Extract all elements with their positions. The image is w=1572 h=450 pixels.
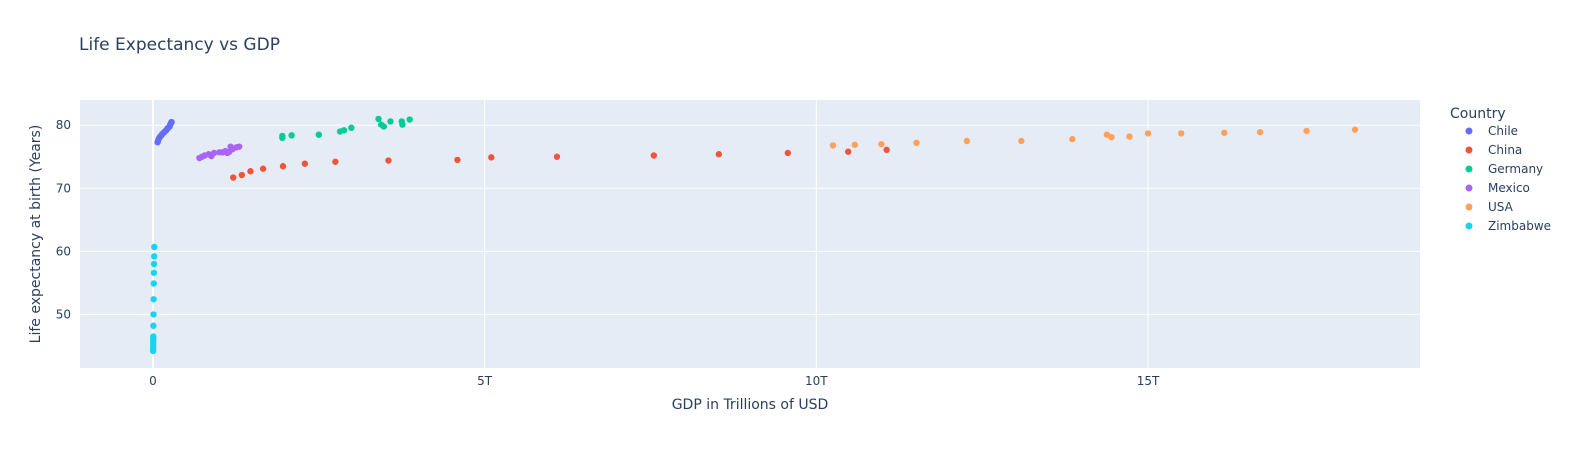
data-point-usa[interactable]: [1303, 127, 1310, 135]
data-point-china[interactable]: [650, 152, 658, 159]
data-point-usa[interactable]: [851, 141, 859, 148]
data-point-china[interactable]: [385, 157, 392, 164]
data-point-china[interactable]: [454, 156, 461, 164]
data-point-usa[interactable]: [1256, 128, 1264, 136]
legend-marker: [1465, 146, 1473, 154]
data-point-germany[interactable]: [340, 127, 348, 134]
legend-item-mexico[interactable]: Mexico: [1465, 181, 1530, 195]
data-point-mexico[interactable]: [236, 143, 243, 150]
legend-marker: [1465, 127, 1473, 135]
data-point-usa[interactable]: [963, 137, 971, 145]
legend-label: Zimbabwe: [1488, 219, 1551, 233]
data-point-zimbabwe[interactable]: [150, 260, 158, 268]
legend-label: China: [1488, 143, 1522, 157]
data-point-usa[interactable]: [1103, 131, 1111, 138]
legend-item-germany[interactable]: Germany: [1465, 162, 1544, 176]
chart-title: Life Expectancy vs GDP: [79, 35, 280, 55]
data-point-mexico[interactable]: [210, 149, 218, 157]
x-tick-label: 5T: [477, 374, 493, 388]
data-point-usa[interactable]: [1221, 129, 1228, 136]
data-point-china[interactable]: [553, 153, 561, 160]
series-china: [230, 146, 890, 181]
data-point-zimbabwe[interactable]: [150, 253, 158, 260]
data-point-china[interactable]: [247, 168, 254, 175]
data-point-zimbabwe[interactable]: [150, 296, 157, 303]
legend-title: Country: [1450, 106, 1506, 122]
y-tick-label: 80: [56, 118, 71, 132]
data-point-germany[interactable]: [387, 118, 394, 125]
data-point-china[interactable]: [784, 149, 792, 157]
data-point-china[interactable]: [230, 174, 237, 181]
data-point-germany[interactable]: [380, 123, 388, 130]
legend-marker: [1465, 184, 1473, 192]
x-tick-label: 15T: [1137, 374, 1160, 388]
legend-marker: [1465, 222, 1473, 230]
data-point-china[interactable]: [279, 163, 287, 170]
data-point-china[interactable]: [715, 151, 723, 158]
data-point-usa[interactable]: [1177, 130, 1185, 137]
legend-label: Germany: [1488, 162, 1543, 176]
legend-item-zimbabwe[interactable]: Zimbabwe: [1465, 219, 1552, 233]
legend-item-usa[interactable]: USA: [1465, 200, 1514, 214]
data-point-usa[interactable]: [1351, 126, 1359, 133]
data-point-germany[interactable]: [288, 132, 295, 139]
data-point-zimbabwe[interactable]: [150, 333, 157, 340]
data-point-zimbabwe[interactable]: [150, 322, 157, 329]
data-point-china[interactable]: [332, 158, 339, 165]
data-point-usa[interactable]: [1126, 133, 1133, 140]
data-point-chile[interactable]: [168, 118, 175, 126]
legend-item-chile[interactable]: Chile: [1465, 124, 1519, 138]
data-point-usa[interactable]: [1069, 135, 1076, 143]
data-points: [149, 115, 1359, 355]
gridlines: [80, 100, 1420, 368]
data-point-zimbabwe[interactable]: [150, 311, 157, 318]
data-point-china[interactable]: [301, 160, 309, 167]
data-point-germany[interactable]: [398, 118, 405, 125]
plot-area: [80, 100, 1420, 368]
data-point-china[interactable]: [488, 154, 495, 161]
y-axis-title: Life expectancy at birth (Years): [28, 125, 44, 344]
data-point-zimbabwe[interactable]: [150, 280, 157, 287]
data-point-usa[interactable]: [878, 140, 885, 148]
legend-label: Mexico: [1488, 181, 1530, 195]
data-point-zimbabwe[interactable]: [151, 243, 158, 251]
series-zimbabwe: [149, 243, 158, 355]
data-point-usa[interactable]: [829, 142, 837, 149]
series-mexico: [196, 143, 243, 162]
data-point-china[interactable]: [883, 146, 890, 154]
legend-items: Chile China Germany Mexico USA Zimbabwe: [1465, 124, 1552, 233]
series-usa: [829, 126, 1359, 149]
data-point-zimbabwe[interactable]: [150, 269, 158, 276]
data-point-germany[interactable]: [406, 116, 413, 123]
x-axis-ticks: 0 5T 10T 15T: [149, 374, 1160, 388]
data-point-germany[interactable]: [279, 132, 286, 140]
series-chile: [154, 118, 175, 146]
data-point-china[interactable]: [238, 171, 246, 179]
data-point-germany[interactable]: [315, 131, 323, 138]
legend: Country Chile China Germany Mexico USA Zimbab…: [1450, 106, 1551, 233]
y-tick-label: 50: [56, 307, 71, 321]
x-tick-label: 0: [149, 374, 157, 388]
x-tick-label: 10T: [805, 374, 828, 388]
legend-item-china[interactable]: China: [1465, 143, 1523, 157]
data-point-germany[interactable]: [375, 115, 382, 123]
data-point-china[interactable]: [259, 165, 267, 172]
legend-label: Chile: [1488, 124, 1518, 138]
legend-marker: [1465, 165, 1473, 173]
y-axis-ticks: 50 60 70 80: [56, 118, 71, 321]
legend-label: USA: [1488, 200, 1514, 214]
data-point-germany[interactable]: [348, 124, 355, 131]
data-point-china[interactable]: [844, 148, 852, 155]
y-tick-label: 60: [56, 244, 71, 258]
y-tick-label: 70: [56, 181, 71, 195]
data-point-usa[interactable]: [913, 139, 920, 147]
series-germany: [279, 115, 413, 142]
legend-marker: [1465, 203, 1473, 211]
x-axis-title: GDP in Trillions of USD: [672, 397, 829, 413]
data-point-usa[interactable]: [1018, 137, 1025, 145]
data-point-usa[interactable]: [1144, 130, 1152, 137]
